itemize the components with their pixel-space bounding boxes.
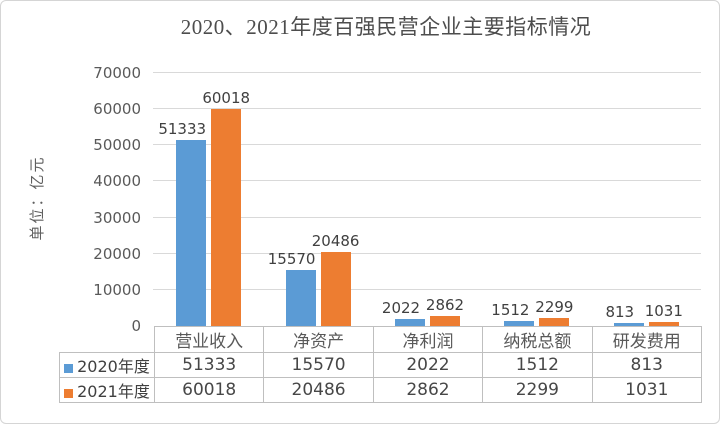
value-cell: 51333 <box>153 352 265 378</box>
chart-title: 2020、2021年度百强民营企业主要指标情况 <box>180 15 592 39</box>
table-row: 2021年度 60018 20486 2862 2299 1031 <box>59 377 702 403</box>
bar-value-label-2020年度-纳税总额: 1512 <box>491 300 530 319</box>
bar-value-label-2021年度-净利润: 2862 <box>425 295 465 314</box>
y-tick-label-20000: 20000 <box>93 244 141 263</box>
category-header: 纳税总额 <box>482 326 593 353</box>
y-tick-label-40000: 40000 <box>93 172 141 191</box>
table-row: 2020年度 51333 15570 2022 1512 813 <box>59 352 702 378</box>
value-cell: 15570 <box>263 352 374 378</box>
bar-2021年度-纳税总额 <box>539 317 570 326</box>
legend-swatch-icon <box>64 363 74 373</box>
table-corner-blank <box>60 327 155 353</box>
y-tick-label-50000: 50000 <box>93 136 141 155</box>
y-tick-label-30000: 30000 <box>93 208 141 227</box>
category-header: 营业收入 <box>153 326 265 353</box>
category-header: 净利润 <box>372 326 484 353</box>
y-tick-label-70000: 70000 <box>93 64 141 82</box>
table-header-row: 营业收入 净资产 净利润 纳税总额 研发费用 <box>60 326 702 353</box>
series-name: 2020年度 <box>77 357 150 376</box>
value-cell: 1031 <box>591 377 702 403</box>
gridline-10000 <box>153 288 701 290</box>
legend-swatch-icon <box>64 388 74 398</box>
bar-value-label-2021年度-纳税总额: 2299 <box>535 297 574 316</box>
value-cell: 60018 <box>153 377 265 403</box>
gridline-30000 <box>153 216 701 218</box>
bar-2021年度-净资产 <box>320 251 351 326</box>
bar-2020年度-净资产 <box>285 269 316 326</box>
value-cell: 2022 <box>372 352 484 378</box>
series-legend-cell: 2021年度 <box>59 377 155 403</box>
category-header: 净资产 <box>263 326 374 353</box>
value-cell: 813 <box>591 352 702 378</box>
value-cell: 1512 <box>482 352 593 378</box>
gridline-70000 <box>153 72 701 73</box>
bar-2021年度-净利润 <box>430 315 460 326</box>
bar-value-label-2021年度-营业收入: 60018 <box>202 89 251 108</box>
y-tick-label-60000: 60000 <box>93 100 141 119</box>
bar-2021年度-营业收入 <box>211 109 242 326</box>
bar-2020年度-研发费用 <box>613 323 644 326</box>
gridline-20000 <box>153 252 701 254</box>
bar-2020年度-净利润 <box>395 318 425 326</box>
bar-2020年度-纳税总额 <box>504 320 535 326</box>
value-cell: 2862 <box>372 377 484 403</box>
y-tick-label-10000: 10000 <box>93 280 141 299</box>
bar-value-label-2020年度-营业收入: 51333 <box>158 120 207 139</box>
series-legend-cell: 2020年度 <box>59 352 155 378</box>
series-name: 2021年度 <box>77 382 150 401</box>
data-table: 营业收入 净资产 净利润 纳税总额 研发费用 2020年度 51333 15570 2022 15… <box>59 326 702 403</box>
bar-value-label-2021年度-研发费用: 1031 <box>644 302 683 321</box>
gridline-60000 <box>153 108 701 110</box>
bar-value-label-2020年度-研发费用: 813 <box>605 303 635 322</box>
bar-value-label-2020年度-净利润: 2022 <box>381 298 421 317</box>
y-tick-label-0: 0 <box>131 317 141 335</box>
category-header: 研发费用 <box>591 326 702 353</box>
bar-2020年度-营业收入 <box>176 140 207 326</box>
value-cell: 2299 <box>482 377 593 403</box>
bar-value-label-2020年度-净资产: 15570 <box>267 249 316 268</box>
gridline-50000 <box>153 144 701 146</box>
value-cell: 20486 <box>263 377 374 403</box>
gridline-40000 <box>153 180 701 182</box>
bar-value-label-2021年度-净资产: 20486 <box>311 231 360 250</box>
bar-2021年度-研发费用 <box>648 322 679 326</box>
